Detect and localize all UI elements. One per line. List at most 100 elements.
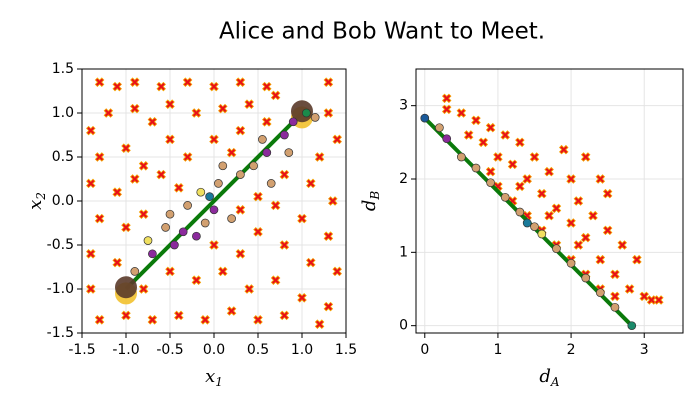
obstacle: [94, 77, 105, 87]
obstacle: [244, 284, 254, 294]
waypoint: [161, 223, 170, 232]
obstacle: [174, 183, 184, 193]
plot-frame: [415, 68, 684, 334]
obstacle: [279, 169, 290, 180]
obstacle: [515, 137, 525, 148]
obstacle: [253, 315, 263, 325]
waypoint: [420, 113, 430, 123]
obstacle: [112, 81, 122, 92]
waypoint: [218, 161, 228, 171]
y-tick-label: 1: [399, 244, 408, 260]
obstacle: [595, 254, 606, 265]
waypoint: [537, 229, 547, 239]
obstacle: [485, 166, 496, 177]
obstacle: [270, 275, 281, 285]
obstacle: [328, 196, 338, 206]
obstacle: [103, 108, 114, 118]
obstacle: [632, 254, 642, 265]
obstacle: [86, 249, 96, 259]
waypoint: [214, 179, 223, 188]
waypoint: [262, 148, 272, 157]
obstacle: [580, 232, 591, 243]
y-tick-label: 3: [399, 98, 408, 114]
obstacle: [485, 122, 496, 133]
x-tick-label: 0.0: [203, 342, 225, 358]
obstacle: [174, 310, 184, 321]
waypoint: [302, 108, 311, 118]
obstacle: [617, 240, 628, 250]
waypoint: [442, 134, 452, 144]
obstacle: [235, 249, 246, 259]
waypoint: [249, 161, 258, 171]
obstacle: [270, 200, 281, 211]
y-tick-label: 1.5: [52, 61, 74, 77]
x-tick-label: 1.0: [291, 342, 313, 358]
axis-label: x1: [205, 366, 223, 389]
obstacle: [253, 227, 263, 237]
obstacle: [529, 152, 540, 162]
waypoint: [627, 321, 637, 331]
obstacle: [138, 284, 149, 294]
obstacle: [323, 301, 334, 312]
obstacle: [121, 222, 131, 233]
obstacle: [94, 152, 105, 162]
obstacle: [507, 159, 518, 170]
waypoint: [205, 192, 214, 201]
obstacle: [156, 81, 166, 92]
obstacle: [463, 130, 474, 140]
obstacle: [588, 210, 598, 221]
chart-title: Alice and Bob Want to Meet.: [219, 19, 545, 45]
obstacle: [441, 104, 452, 115]
obstacle: [262, 117, 272, 127]
plot-frame: [81, 68, 347, 334]
obstacle: [500, 130, 511, 140]
obstacle: [253, 191, 263, 202]
obstacle: [306, 178, 316, 189]
x-tick-label: 0: [420, 342, 429, 358]
x-tick-label: 2: [567, 342, 576, 358]
waypoint: [610, 302, 620, 312]
axis-label: dB: [359, 191, 382, 212]
obstacle: [573, 196, 584, 206]
waypoint: [530, 222, 539, 232]
obstacle: [551, 203, 562, 214]
x-tick-label: -1.5: [68, 342, 95, 358]
obstacle: [94, 213, 105, 224]
obstacle: [646, 295, 657, 305]
x-tick-label: 3: [640, 342, 649, 358]
waypoint: [581, 273, 591, 283]
obstacle: [610, 269, 620, 280]
waypoint: [196, 187, 206, 197]
obstacle: [182, 152, 193, 162]
obstacle: [471, 115, 481, 126]
obstacle: [624, 284, 635, 294]
obstacle: [191, 275, 202, 285]
obstacle: [218, 103, 228, 114]
obstacle: [493, 152, 503, 162]
obstacle: [279, 310, 290, 321]
waypoint: [143, 236, 153, 245]
axis-label-main: x: [25, 200, 46, 210]
obstacle: [262, 81, 272, 92]
obstacle: [610, 291, 620, 302]
waypoint: [288, 117, 298, 127]
obstacle: [156, 169, 166, 180]
obstacle: [235, 77, 246, 87]
axis-label-sub: 1: [215, 375, 223, 389]
obstacle: [544, 166, 554, 177]
axis-label-sub: A: [550, 375, 560, 389]
obstacle: [130, 174, 140, 184]
obstacle: [130, 77, 140, 87]
y-tick-label: 0.5: [52, 149, 74, 165]
waypoint: [183, 201, 192, 210]
obstacle: [191, 108, 202, 118]
obstacle: [235, 205, 246, 215]
y-tick-label: 0: [399, 318, 408, 334]
agent: [115, 276, 137, 299]
waypoint: [209, 205, 219, 215]
waypoint: [130, 267, 140, 276]
x-tick-label: -1.0: [112, 342, 139, 358]
obstacle: [121, 143, 131, 153]
axis-label: dA: [539, 366, 560, 389]
obstacle: [165, 134, 175, 145]
